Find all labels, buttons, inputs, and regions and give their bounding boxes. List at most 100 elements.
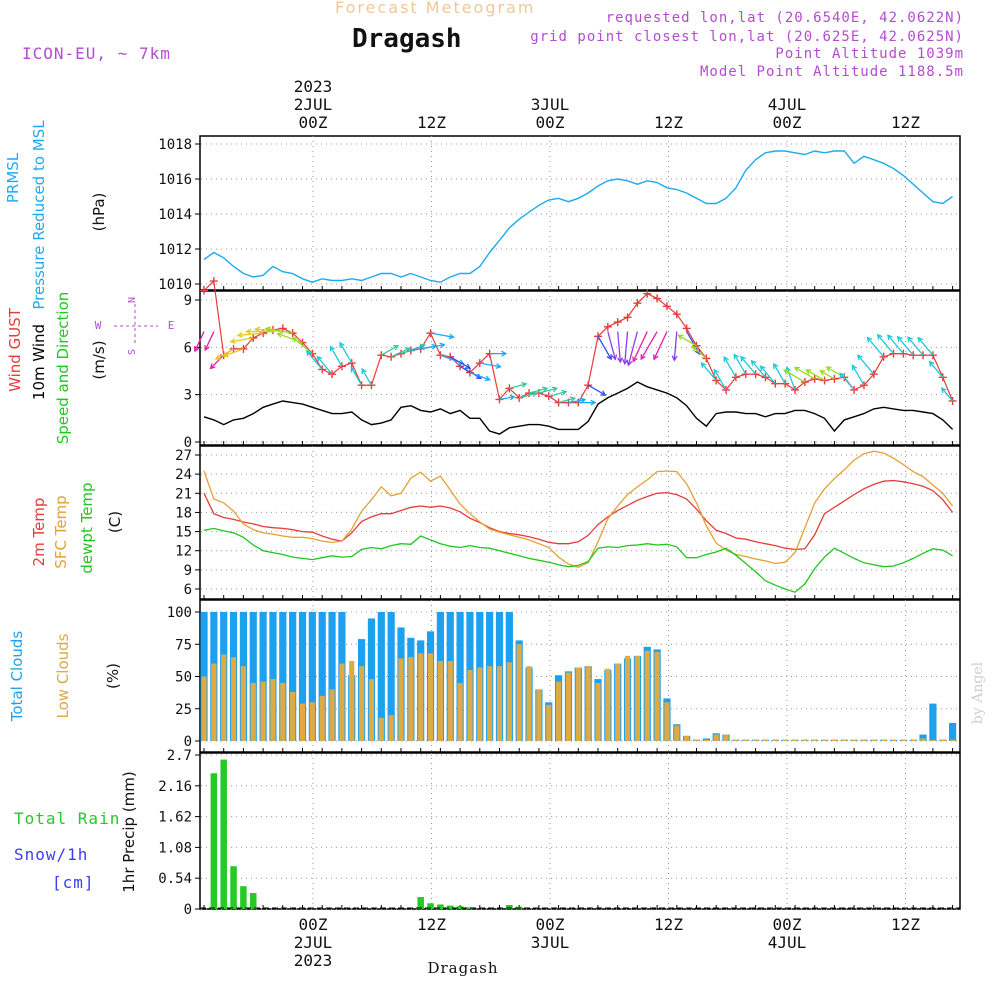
wind-arrow-head [617,357,623,364]
wind-arrow-head [419,343,426,350]
wind-arrow-head [632,356,638,363]
wind-arrow-head [653,354,659,361]
wind-arrow-head [458,359,465,366]
rain-bar [240,886,247,909]
low-cloud-bar [733,739,739,741]
x-label-top: 12Z [417,113,446,132]
gust-marker [830,374,839,383]
gust-marker [209,277,218,286]
wind-arrow [701,362,717,381]
gust-marker [682,324,691,333]
x-label-bottom: 12Z [891,915,920,934]
total-cloud-bar [377,612,385,741]
gust-marker [505,384,514,393]
wind-arrow [420,344,445,350]
y-tick-label: 1.08 [158,840,192,856]
wind-arrow-head [214,354,221,360]
low-cloud-bar [753,739,759,741]
gust-marker [820,376,829,385]
wind-arrow [499,396,515,401]
total-cloud-bar [456,612,464,741]
wind-arrow-head [316,355,323,362]
low-cloud-bar [329,689,335,741]
low-cloud-bar [290,691,296,741]
wind-arrow [223,348,244,357]
total-cloud-bar [387,612,395,741]
panel-frame [199,752,961,910]
rain-bar [427,903,434,909]
wind-arrow-head [339,341,345,348]
low-cloud-bar [654,651,660,741]
sfc-temp-line [203,450,954,568]
credit-text: by Angel [970,661,986,724]
wind-arrow-head [671,355,678,362]
wind-arrow-head [825,366,832,372]
low-cloud-bar [615,663,621,741]
low-cloud-bar [388,715,394,741]
wind-arrow [806,369,825,382]
model-point-altitude: Model Point Altitude 1188.5m [699,64,964,80]
low-cloud-bar [211,663,217,741]
gust-marker [603,322,612,331]
wind-arrow [851,365,865,386]
wind-arrow [400,344,425,355]
wind10-line [203,381,954,435]
wind-arrow [917,337,934,356]
wind-arrow [673,331,678,361]
wind-arrow [597,335,612,360]
precip-unit: 1hr Precip (mm) [120,771,138,892]
wind-arrow-head [805,369,812,375]
snow-unit: [cm] [52,873,95,892]
rain-bar [456,906,464,909]
wind-arrow-head [606,354,612,361]
chart-subtitle: Forecast Meteogram [335,0,536,17]
total-cloud-bar [318,612,326,741]
wind-arrow-head [305,349,312,357]
low-cloud-bar [477,667,483,741]
wind-arrow [897,336,914,356]
y-tick-label: 75 [175,637,192,653]
x-label-top: 4JUL [768,95,807,114]
x-label-bottom: 12Z [417,915,446,934]
low-cloud-bar [812,739,818,741]
wind-arrow [339,342,353,364]
y-tick-label: 1016 [158,172,192,188]
wind-arrow [866,337,885,358]
gust-marker [741,370,750,379]
wind-arrow [350,367,363,386]
low-cloud-bar [398,658,404,741]
total-cloud-bar [919,734,927,741]
low-cloud-bar [624,655,631,741]
wind-arrow-head [229,338,236,345]
wind-arrow [316,356,333,375]
y-tick-label: 25 [175,702,192,718]
total-clouds-label: Total Clouds [8,631,26,723]
clouds-unit: (%) [104,663,122,689]
low-cloud-bar [802,739,808,741]
wind-arrow-head [448,333,455,340]
gridpoint-coordinates: grid point closest lon,lat (20.625E, 42.… [530,29,964,45]
y-tick-label: 12 [175,544,192,560]
low-cloud-bar [831,739,837,741]
low-cloud-bar [447,661,453,741]
wind-arrow-head [551,386,559,393]
y-tick-label: 1010 [158,277,192,293]
wind-arrow-head [361,367,367,375]
x-label-top: 2JUL [294,95,333,114]
wind-arrow [640,331,658,360]
low-clouds-label: Low Clouds [54,633,72,718]
wind-arrow [653,331,668,360]
wind-speed-dir-label: Speed and Direction [54,292,72,445]
y-tick-label: 15 [175,525,192,541]
low-cloud-bar [408,657,414,741]
x-label-top: 2023 [294,77,333,96]
y-tick-label: 24 [175,467,192,483]
low-cloud-bar [920,738,926,741]
wind-arrow-head [759,365,766,372]
panel-frame [199,445,961,600]
low-cloud-bar [703,739,709,741]
wind-arrow-head [264,326,272,333]
gust-marker [810,374,819,383]
low-cloud-bar [950,739,956,741]
wind-arrow-head [733,353,739,360]
